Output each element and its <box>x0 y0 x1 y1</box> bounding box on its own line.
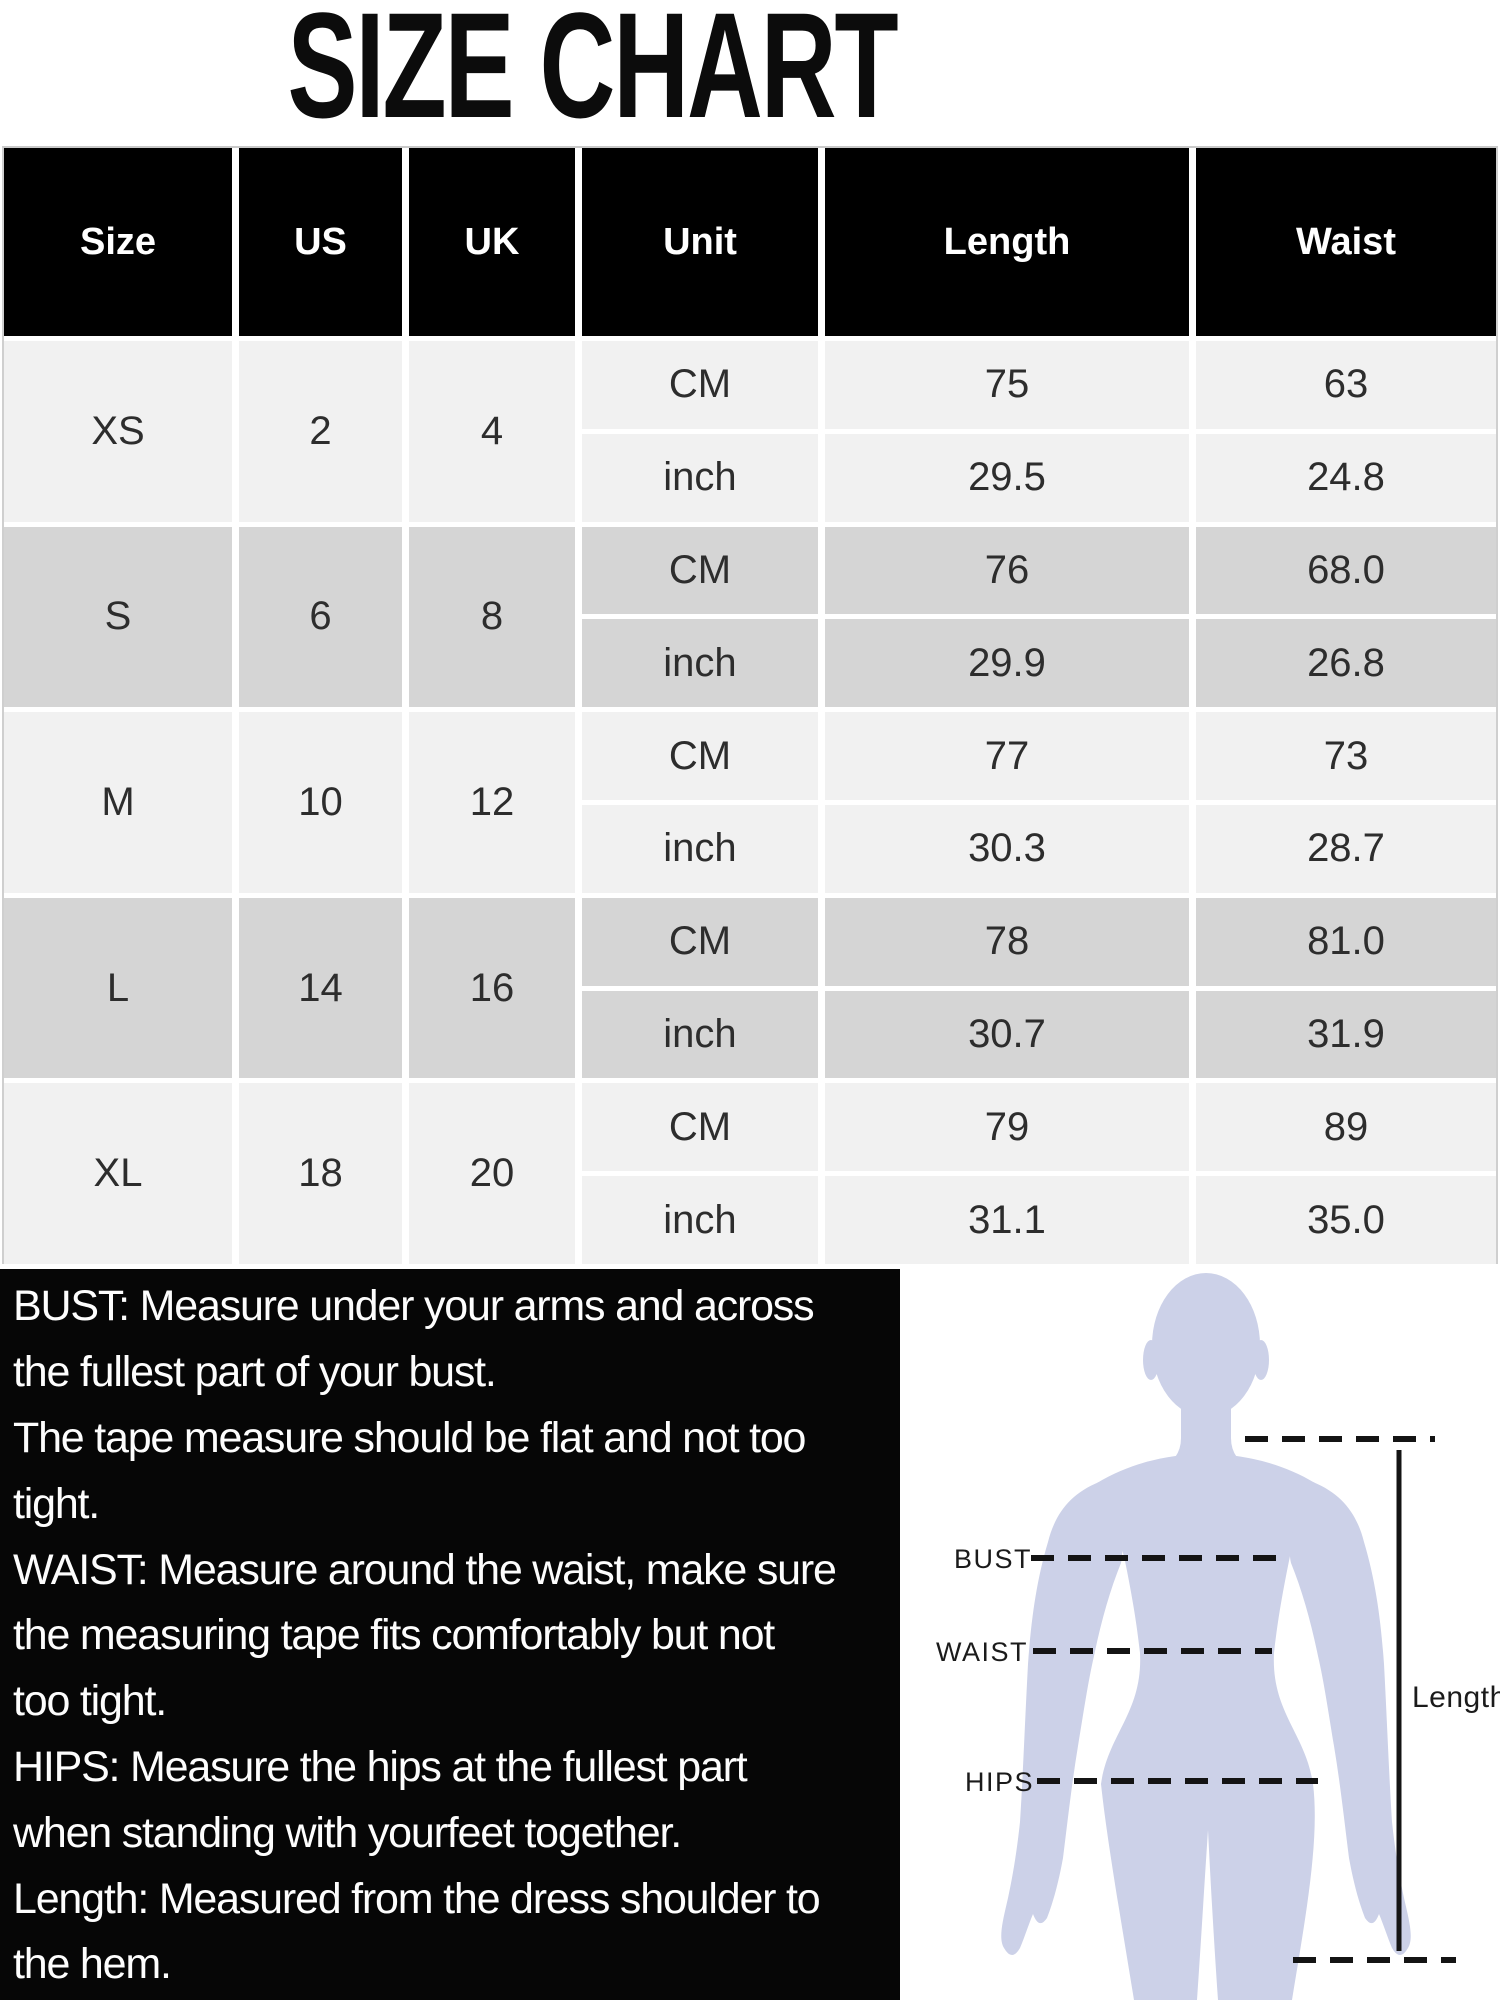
unit-cm-cell: CM <box>582 1083 818 1172</box>
unit-cm-cell: CM <box>582 897 818 986</box>
instruction-line: BUST: Measure under your arms and across <box>13 1282 815 1331</box>
instruction-line: the measuring tape fits comfortably but … <box>13 1611 775 1660</box>
instruction-line: too tight. <box>13 1677 167 1726</box>
unit-inch-cell: inch <box>582 433 818 522</box>
length-inch-cell: 29.5 <box>825 433 1189 522</box>
length-cm-cell: 75 <box>825 341 1189 429</box>
unit-cm-cell: CM <box>582 341 818 429</box>
instruction-line: the hem. <box>13 1940 172 1989</box>
waist-inch-cell: 31.9 <box>1196 990 1496 1079</box>
waist-inch-cell: 28.7 <box>1196 805 1496 893</box>
uk-cell-l: 16 <box>409 897 575 1079</box>
waist-inch-cell: 26.8 <box>1196 619 1496 708</box>
size-cell-m: M <box>4 712 232 893</box>
instruction-line: The tape measure should be flat and not … <box>13 1413 806 1462</box>
page-title: SIZE CHART <box>287 0 899 149</box>
unit-inch-cell: inch <box>582 990 818 1079</box>
waist-cm-cell: 63 <box>1196 341 1496 429</box>
us-cell-xl: 18 <box>239 1083 402 1264</box>
silhouette-ear-left <box>1143 1340 1159 1380</box>
silhouette-head <box>1152 1273 1260 1417</box>
silhouette-arm-left <box>1001 1482 1123 1955</box>
waist-cm-cell: 89 <box>1196 1083 1496 1172</box>
bust-label: BUST <box>954 1544 1032 1574</box>
length-cm-cell: 76 <box>825 526 1189 615</box>
waist-inch-cell: 24.8 <box>1196 433 1496 522</box>
us-cell-s: 6 <box>239 526 402 708</box>
size-chart-table: Size US UK Unit Length Waist XS 2 4 CM 7… <box>2 146 1498 1264</box>
instruction-line: WAIST: Measure around the waist, make su… <box>13 1545 837 1594</box>
unit-inch-cell: inch <box>582 805 818 893</box>
length-cm-cell: 79 <box>825 1083 1189 1172</box>
header-uk: UK <box>409 148 575 336</box>
silhouette-neck <box>1158 1365 1254 1470</box>
silhouette-arm-right <box>1289 1482 1411 1955</box>
uk-cell-xl: 20 <box>409 1083 575 1264</box>
instruction-line: Length: Measured from the dress shoulder… <box>13 1874 821 1923</box>
uk-cell-m: 12 <box>409 712 575 893</box>
header-unit: Unit <box>582 148 818 336</box>
hips-label: HIPS <box>965 1767 1034 1797</box>
size-cell-xs: XS <box>4 341 232 522</box>
us-cell-xs: 2 <box>239 341 402 522</box>
silhouette-ear-right <box>1253 1340 1269 1380</box>
header-us: US <box>239 148 402 336</box>
length-inch-cell: 30.7 <box>825 990 1189 1079</box>
us-cell-m: 10 <box>239 712 402 893</box>
size-cell-xl: XL <box>4 1083 232 1264</box>
body-measurement-diagram: BUST WAIST HIPS Length <box>900 1270 1500 2000</box>
header-waist: Waist <box>1196 148 1496 336</box>
silhouette-torso <box>1097 1454 1315 2000</box>
instruction-line: the fullest part of your bust. <box>13 1348 497 1397</box>
length-inch-cell: 30.3 <box>825 805 1189 893</box>
unit-inch-cell: inch <box>582 1176 818 1264</box>
header-length: Length <box>825 148 1189 336</box>
length-cm-cell: 78 <box>825 897 1189 986</box>
waist-inch-cell: 35.0 <box>1196 1176 1496 1264</box>
unit-cm-cell: CM <box>582 712 818 800</box>
instruction-line: HIPS: Measure the hips at the fullest pa… <box>13 1742 748 1791</box>
waist-cm-cell: 68.0 <box>1196 526 1496 615</box>
length-label: Length <box>1412 1681 1500 1714</box>
length-inch-cell: 29.9 <box>825 619 1189 708</box>
unit-inch-cell: inch <box>582 619 818 708</box>
length-inch-cell: 31.1 <box>825 1176 1189 1264</box>
waist-label: WAIST <box>936 1637 1028 1667</box>
female-silhouette <box>1001 1273 1411 2000</box>
uk-cell-s: 8 <box>409 526 575 708</box>
header-size: Size <box>4 148 232 336</box>
length-cm-cell: 77 <box>825 712 1189 800</box>
instruction-line: when standing with yourfeet together. <box>13 1808 682 1857</box>
size-cell-s: S <box>4 526 232 708</box>
waist-cm-cell: 73 <box>1196 712 1496 800</box>
instruction-line: tight. <box>13 1479 100 1528</box>
measuring-instructions-panel: BUST: Measure under your arms and across… <box>0 1269 900 2000</box>
size-cell-l: L <box>4 897 232 1079</box>
waist-cm-cell: 81.0 <box>1196 897 1496 986</box>
us-cell-l: 14 <box>239 897 402 1079</box>
unit-cm-cell: CM <box>582 526 818 615</box>
uk-cell-xs: 4 <box>409 341 575 522</box>
